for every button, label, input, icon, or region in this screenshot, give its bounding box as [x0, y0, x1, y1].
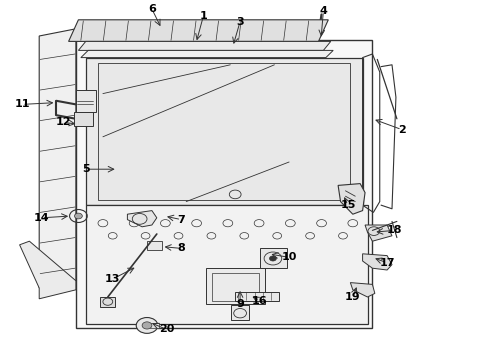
Text: 5: 5 [82, 164, 90, 174]
Bar [86, 205, 368, 324]
Text: 18: 18 [387, 225, 402, 235]
Text: 4: 4 [319, 6, 327, 16]
Text: 13: 13 [105, 274, 121, 284]
Polygon shape [350, 283, 375, 297]
Bar [260, 248, 287, 268]
Bar [206, 268, 265, 304]
Bar [212, 273, 259, 301]
Bar [74, 112, 93, 126]
Polygon shape [338, 184, 365, 214]
Polygon shape [81, 50, 333, 58]
Text: 9: 9 [236, 299, 244, 309]
Bar [150, 323, 159, 328]
Circle shape [142, 322, 152, 329]
Polygon shape [20, 241, 76, 299]
Polygon shape [363, 254, 392, 270]
Text: 2: 2 [398, 125, 406, 135]
Text: 1: 1 [199, 11, 207, 21]
Polygon shape [39, 29, 76, 288]
Bar [98, 63, 350, 200]
Circle shape [136, 318, 158, 333]
Polygon shape [78, 41, 331, 50]
Text: 10: 10 [281, 252, 297, 262]
Text: 3: 3 [236, 17, 244, 27]
Circle shape [74, 213, 82, 219]
Text: 7: 7 [177, 215, 185, 225]
Text: 11: 11 [14, 99, 30, 109]
Text: 20: 20 [159, 324, 174, 334]
Polygon shape [69, 20, 328, 41]
Text: 12: 12 [56, 117, 72, 127]
Bar [86, 58, 363, 205]
Polygon shape [365, 225, 392, 241]
Text: 19: 19 [345, 292, 361, 302]
Bar [76, 40, 372, 328]
Text: 16: 16 [252, 296, 268, 306]
Polygon shape [127, 211, 157, 227]
Text: 14: 14 [34, 213, 49, 223]
Bar [235, 292, 279, 301]
Bar [76, 90, 96, 112]
Text: 8: 8 [177, 243, 185, 253]
Text: 6: 6 [148, 4, 156, 14]
Bar [100, 297, 115, 307]
Bar [231, 305, 249, 320]
Text: 15: 15 [340, 200, 356, 210]
Circle shape [270, 256, 276, 261]
Text: 17: 17 [379, 258, 395, 268]
Bar [147, 241, 162, 250]
